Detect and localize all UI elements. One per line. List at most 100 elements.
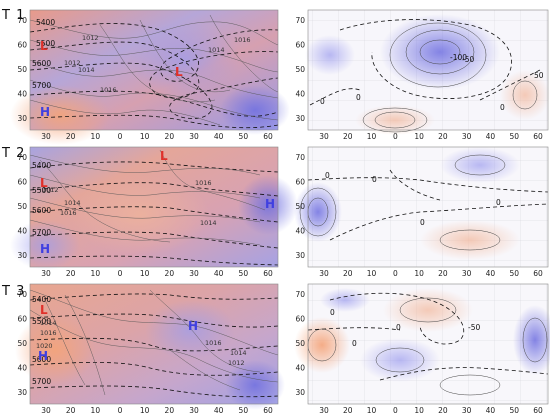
x-tick-label: 30 — [41, 132, 51, 141]
anomaly-contour-label: 0 — [420, 218, 425, 227]
x-tick-label: 50 — [239, 269, 249, 278]
anomaly-contour-label: 0 — [330, 308, 335, 317]
isobar-label: 1014 — [200, 219, 217, 227]
x-tick-label: 10 — [91, 132, 101, 141]
x-tick-label: 20 — [165, 269, 175, 278]
panel-t1-right — [305, 9, 550, 135]
x-tick-label: 40 — [214, 269, 224, 278]
panel-t3-right — [294, 283, 550, 405]
y-tick-label: 40 — [17, 227, 27, 236]
height-contour-label: 5400 — [36, 18, 55, 27]
height-contour-label: 5500 — [32, 186, 51, 195]
anomaly-contour-label: 0 — [325, 171, 330, 180]
x-tick-label: 30 — [189, 132, 199, 141]
x-tick-label: 50 — [509, 406, 519, 415]
y-tick-label: 50 — [295, 65, 305, 74]
isobar-label: 1016 — [60, 209, 77, 217]
y-tick-label: 60 — [295, 315, 305, 324]
high-pressure-marker: H — [40, 105, 50, 119]
x-tick-label: 60 — [533, 406, 543, 415]
x-tick-label: 20 — [438, 406, 448, 415]
low-pressure-marker: L — [175, 65, 183, 79]
x-tick-label: 40 — [486, 132, 496, 141]
y-tick-label: 60 — [17, 178, 27, 187]
anomaly-contour-label: -100 — [450, 53, 467, 62]
y-tick-label: 50 — [295, 202, 305, 211]
isobar-label: 1016 — [40, 329, 57, 337]
x-tick-label: 10 — [140, 269, 150, 278]
x-tick-label: 20 — [343, 406, 353, 415]
y-tick-label: 50 — [17, 65, 27, 74]
x-tick-label: 20 — [438, 269, 448, 278]
x-tick-label: 40 — [214, 406, 224, 415]
panel-t3-left — [15, 283, 285, 410]
anomaly-contour-label: 50 — [534, 71, 544, 80]
x-tick-label: 60 — [533, 132, 543, 141]
x-tick-label: 50 — [239, 132, 249, 141]
high-pressure-marker: H — [188, 319, 198, 333]
height-contour-label: 5500 — [36, 39, 55, 48]
height-contour-label: 5700 — [32, 377, 51, 386]
row-label-t1: T 1 — [2, 8, 26, 23]
isobar-label: 1020 — [36, 342, 53, 350]
x-tick-label: 50 — [509, 269, 519, 278]
low-pressure-marker: L — [40, 176, 48, 190]
row-label-t3: T 3 — [2, 284, 26, 299]
x-tick-label: 50 — [239, 406, 249, 415]
y-tick-label: 60 — [295, 178, 305, 187]
x-tick-label: 10 — [140, 132, 150, 141]
y-tick-label: 70 — [295, 153, 305, 162]
panel-t1-left — [10, 9, 290, 145]
y-tick-label: 70 — [17, 290, 27, 299]
height-contour-label: 5600 — [32, 206, 51, 215]
height-contour-label: 5400 — [32, 161, 51, 170]
y-tick-label: 60 — [295, 41, 305, 50]
isobar-label: 1012 — [228, 359, 245, 367]
x-tick-label: 0 — [393, 132, 398, 141]
contour-labels: 5400 5500 5600 5700 1012 1012 1014 1016 1014 1016… — [32, 18, 544, 386]
x-tick-label: 60 — [533, 269, 543, 278]
x-tick-label: 30 — [462, 269, 472, 278]
x-tick-label: 0 — [118, 406, 123, 415]
panel-t2-right — [294, 146, 549, 268]
height-contour-label: 5600 — [32, 59, 51, 68]
y-tick-label: 50 — [295, 339, 305, 348]
isobar-label: 1016 — [234, 36, 251, 44]
row-label-t2: T 2 — [2, 146, 26, 161]
y-tick-label: 40 — [295, 90, 305, 99]
height-contour-label: 5700 — [32, 81, 51, 90]
y-tick-label: 70 — [17, 153, 27, 162]
isobar-label: 1014 — [64, 199, 81, 207]
isobar-label: 1012 — [42, 186, 59, 194]
y-tick-label: 60 — [17, 41, 27, 50]
x-tick-label: 20 — [66, 269, 76, 278]
y-tick-label: 70 — [295, 16, 305, 25]
isobar-label: 1014 — [40, 319, 57, 327]
x-tick-label: 30 — [189, 406, 199, 415]
x-tick-label: 50 — [509, 132, 519, 141]
isobar-label: 1012 — [82, 34, 99, 42]
y-tick-label: 30 — [17, 251, 27, 260]
x-tick-label: 0 — [118, 132, 123, 141]
x-tick-label: 40 — [486, 406, 496, 415]
x-tick-label: 20 — [66, 132, 76, 141]
x-tick-label: 20 — [438, 132, 448, 141]
isobar-label: 1014 — [230, 349, 247, 357]
x-tick-label: 30 — [319, 132, 329, 141]
isobar-label: 1012 — [64, 59, 81, 67]
anomaly-contour-label: 0 — [372, 175, 377, 184]
anomaly-contour-label: 0 — [500, 103, 505, 112]
isobar-label: 1014 — [208, 46, 225, 54]
x-tick-label: 20 — [165, 406, 175, 415]
x-tick-label: 30 — [319, 406, 329, 415]
x-tick-label: 10 — [91, 406, 101, 415]
high-pressure-marker: H — [265, 197, 275, 211]
high-pressure-marker: H — [38, 349, 48, 363]
x-tick-label: 0 — [393, 269, 398, 278]
panel-t2-left — [10, 146, 298, 270]
isobar-label: 1016 — [100, 86, 117, 94]
x-tick-label: 30 — [41, 406, 51, 415]
y-tick-label: 30 — [295, 251, 305, 260]
x-tick-label: 30 — [462, 406, 472, 415]
